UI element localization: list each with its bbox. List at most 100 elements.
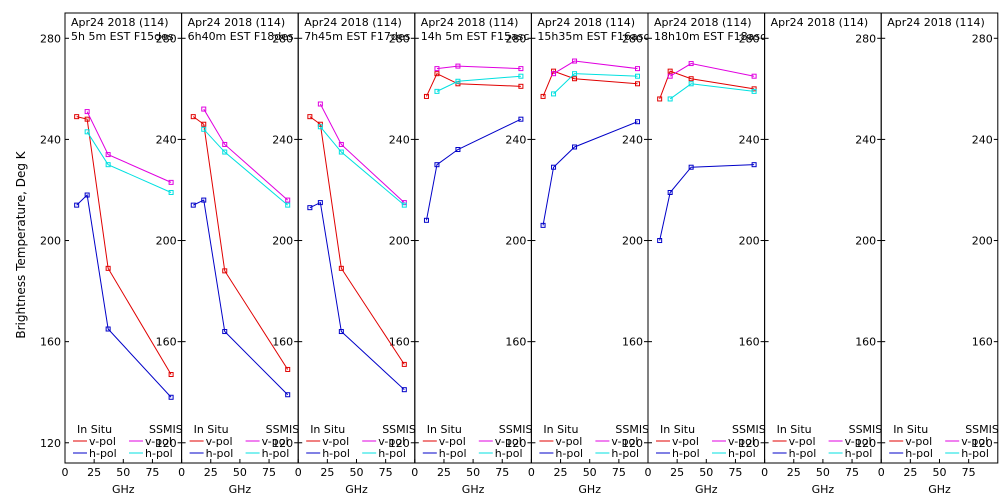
panel-8: Apr24 2018 (114) 120 160 200 240 280 0 25 50 75 GH… (878, 12, 999, 496)
y-tick-label: 160 (855, 336, 876, 349)
point-insitu_h (222, 329, 228, 335)
point-ssmis_h (84, 129, 90, 135)
y-tick-label-outer: 160 (40, 336, 61, 349)
point-ssmis_h (317, 124, 323, 130)
panels-group: Apr24 2018 (114)5h 5m EST F15des12016020… (40, 12, 999, 496)
point-insitu_h (635, 119, 641, 125)
series-line-ssmis_v (553, 60, 638, 75)
point-insitu_h (518, 116, 524, 122)
point-insitu_h (667, 189, 673, 195)
legend-label-insitu-hpol: h-pol (789, 447, 817, 460)
series-line-ssmis_v (203, 108, 289, 201)
point-insitu_h (201, 197, 207, 203)
series-line-insitu_v (426, 73, 521, 97)
legend-label-ssmis-vpol: v-pol (961, 435, 988, 448)
point-insitu_v (667, 68, 673, 74)
series-line-insitu_h (76, 193, 172, 398)
x-tick-label: 0 (878, 466, 885, 479)
panel-3: Apr24 2018 (114)7h45m EST F17des 120 160 20… (295, 12, 416, 496)
point-ssmis_v (285, 197, 291, 203)
legend-label-insitu-vpol: v-pol (89, 435, 116, 448)
x-tick-label: 25 (787, 466, 801, 479)
series-line-ssmis_v (86, 111, 172, 183)
legend-ssmis-title: SSMIS (732, 423, 766, 436)
point-ssmis_v (751, 73, 757, 79)
legend-insitu-title: In Situ (310, 423, 345, 436)
panel-1: Apr24 2018 (114)5h 5m EST F15des 120 160 20… (40, 12, 183, 496)
point-insitu_h (688, 164, 694, 170)
x-tick-label: 50 (816, 466, 830, 479)
x-tick-label: 25 (437, 466, 451, 479)
series-line-insitu_v (76, 116, 172, 375)
point-ssmis_h (635, 73, 641, 79)
legend-insitu-title: In Situ (543, 423, 578, 436)
point-ssmis_h (401, 202, 407, 208)
panel-title-date: Apr24 2018 (114) (71, 16, 169, 29)
x-axis-label: GHz (695, 483, 718, 496)
series-line-ssmis_v (436, 65, 521, 70)
point-ssmis_v (688, 61, 694, 67)
x-tick-label: 75 (145, 466, 159, 479)
legend-label-insitu-vpol: v-pol (789, 435, 816, 448)
y-tick-label: 200 (855, 235, 876, 248)
x-axis-label: GHz (578, 483, 601, 496)
x-tick-label: 25 (554, 466, 568, 479)
y-tick-label: 120 (272, 437, 293, 450)
series-line-ssmis_h (669, 83, 755, 100)
y-tick-label: 200 (739, 235, 760, 248)
series-line-ssmis_h (203, 128, 289, 206)
series-line-ssmis_v (669, 63, 755, 77)
y-tick-label: 240 (156, 133, 177, 146)
x-tick-label: 25 (204, 466, 218, 479)
panel-title-time: 7h45m EST F17des (304, 30, 410, 43)
series-line-insitu_v (659, 70, 755, 100)
legend-label-ssmis-vpol: v-pol (145, 435, 172, 448)
point-ssmis_v (105, 152, 111, 158)
point-ssmis_v (667, 73, 673, 79)
y-tick-label: 160 (156, 336, 177, 349)
legend-ssmis-title: SSMIS (149, 423, 183, 436)
y-tick-label: 280 (622, 32, 643, 45)
point-ssmis_v (338, 141, 344, 147)
panel-7: Apr24 2018 (114) 120 160 200 240 280 0 25 50 75 GH… (761, 12, 882, 496)
point-ssmis_h (434, 88, 440, 94)
point-insitu_h (401, 387, 407, 393)
legend-insitu-title: In Situ (893, 423, 928, 436)
legend-label-ssmis-vpol: v-pol (495, 435, 522, 448)
x-axis-label: GHz (812, 483, 835, 496)
point-ssmis_v (572, 58, 578, 64)
series-line-insitu_v (192, 116, 289, 370)
legend-label-ssmis-hpol: h-pol (378, 447, 406, 460)
point-ssmis_h (222, 149, 228, 155)
point-ssmis_v (168, 179, 174, 185)
point-insitu_h (657, 238, 663, 244)
legend-label-ssmis-hpol: h-pol (262, 447, 290, 460)
x-tick-label: 50 (699, 466, 713, 479)
panel-title-date: Apr24 2018 (114) (654, 16, 752, 29)
y-tick-label: 200 (389, 235, 410, 248)
point-insitu_v (168, 372, 174, 378)
panel-title-date: Apr24 2018 (114) (421, 16, 519, 29)
x-tick-label: 0 (528, 466, 535, 479)
point-ssmis_v (317, 101, 323, 107)
y-tick-label: 160 (972, 336, 993, 349)
point-insitu_v (105, 265, 111, 271)
y-tick-label: 280 (855, 32, 876, 45)
x-tick-label: 75 (262, 466, 276, 479)
x-tick-label: 25 (670, 466, 684, 479)
panel-title-date: Apr24 2018 (114) (887, 16, 985, 29)
x-tick-label: 0 (178, 466, 185, 479)
point-insitu_v (635, 81, 641, 87)
legend-insitu-title: In Situ (660, 423, 695, 436)
point-ssmis_h (667, 96, 673, 102)
panel-title-date: Apr24 2018 (114) (304, 16, 402, 29)
series-line-insitu_h (193, 199, 289, 396)
legend-label-insitu-hpol: h-pol (322, 447, 350, 460)
x-tick-label: 75 (495, 466, 509, 479)
legend-label-ssmis-hpol: h-pol (961, 447, 989, 460)
x-tick-label: 50 (350, 466, 364, 479)
y-tick-label: 160 (272, 336, 293, 349)
